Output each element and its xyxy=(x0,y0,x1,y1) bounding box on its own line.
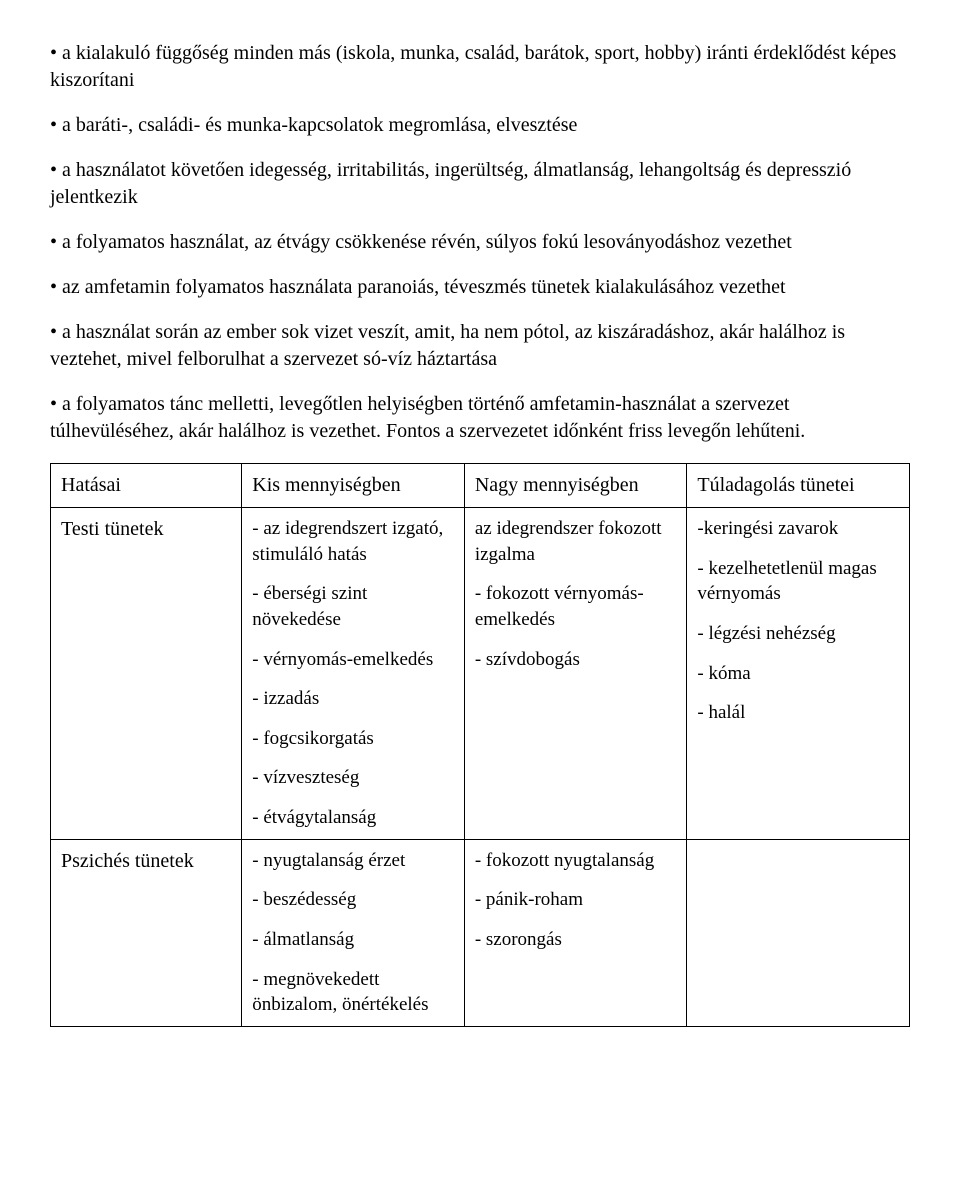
bullet-mark: • xyxy=(50,114,62,136)
bullet-mark: • xyxy=(50,159,62,181)
header-cell-kis: Kis mennyiségben xyxy=(242,464,465,508)
header-cell-hatasai: Hatásai xyxy=(51,464,242,508)
row-label-testi: Testi tünetek xyxy=(51,508,242,840)
bullet-item: • a kialakuló függőség minden más (iskol… xyxy=(50,40,910,94)
cell-testi-kis: - az idegrendszert izgató, stimuláló hat… xyxy=(242,508,465,840)
cell-item: - nyugtalanság érzet xyxy=(252,848,454,874)
bullet-text: a használatot követően idegesség, irrita… xyxy=(50,159,851,208)
cell-item: - kóma xyxy=(697,661,899,687)
bullet-text: a baráti-, családi- és munka-kapcsolatok… xyxy=(62,114,577,136)
effects-table: Hatásai Kis mennyiségben Nagy mennyiségb… xyxy=(50,463,910,1027)
cell-item: - izzadás xyxy=(252,686,454,712)
cell-item: - halál xyxy=(697,700,899,726)
cell-pszich-nagy: - fokozott nyugtalanság - pánik-roham - … xyxy=(464,839,687,1026)
cell-item: - éberségi szint növekedése xyxy=(252,581,454,632)
bullet-list: • a kialakuló függőség minden más (iskol… xyxy=(50,40,910,445)
cell-testi-tuladagolas: -keringési zavarok - kezelhetetlenül mag… xyxy=(687,508,910,840)
bullet-mark: • xyxy=(50,231,62,253)
bullet-text: a folyamatos tánc melletti, levegőtlen h… xyxy=(50,393,805,442)
cell-item: - álmatlanság xyxy=(252,927,454,953)
cell-item: - vízveszteség xyxy=(252,765,454,791)
cell-item: - kezelhetetlenül magas vérnyomás xyxy=(697,556,899,607)
bullet-item: • a baráti-, családi- és munka-kapcsolat… xyxy=(50,112,910,139)
bullet-item: • a folyamatos tánc melletti, levegőtlen… xyxy=(50,391,910,445)
bullet-item: • a használatot követően idegesség, irri… xyxy=(50,157,910,211)
cell-item: - fokozott nyugtalanság xyxy=(475,848,677,874)
cell-item: az idegrendszer fokozott izgalma xyxy=(475,516,677,567)
cell-item: - légzési nehézség xyxy=(697,621,899,647)
bullet-mark: • xyxy=(50,276,62,298)
bullet-mark: • xyxy=(50,393,62,415)
header-cell-tuladagolas: Túladagolás tünetei xyxy=(687,464,910,508)
cell-item: - szívdobogás xyxy=(475,647,677,673)
cell-pszich-tuladagolas xyxy=(687,839,910,1026)
table-header-row: Hatásai Kis mennyiségben Nagy mennyiségb… xyxy=(51,464,910,508)
header-cell-nagy: Nagy mennyiségben xyxy=(464,464,687,508)
cell-item: - az idegrendszert izgató, stimuláló hat… xyxy=(252,516,454,567)
cell-item: - beszédesség xyxy=(252,887,454,913)
cell-item: - szorongás xyxy=(475,927,677,953)
cell-item: -keringési zavarok xyxy=(697,516,899,542)
table-row: Testi tünetek - az idegrendszert izgató,… xyxy=(51,508,910,840)
table-row: Pszichés tünetek - nyugtalanság érzet - … xyxy=(51,839,910,1026)
row-label-pszich: Pszichés tünetek xyxy=(51,839,242,1026)
bullet-item: • a használat során az ember sok vizet v… xyxy=(50,319,910,373)
cell-item: - fogcsikorgatás xyxy=(252,726,454,752)
cell-testi-nagy: az idegrendszer fokozott izgalma - fokoz… xyxy=(464,508,687,840)
cell-item: - megnövekedett önbizalom, önértékelés xyxy=(252,967,454,1018)
bullet-mark: • xyxy=(50,321,62,343)
cell-item: - fokozott vérnyomás-emelkedés xyxy=(475,581,677,632)
bullet-text: a folyamatos használat, az étvágy csökke… xyxy=(62,231,792,253)
bullet-mark: • xyxy=(50,42,62,64)
bullet-text: az amfetamin folyamatos használata paran… xyxy=(62,276,786,298)
cell-item: - étvágytalanság xyxy=(252,805,454,831)
cell-pszich-kis: - nyugtalanság érzet - beszédesség - álm… xyxy=(242,839,465,1026)
cell-item: - pánik-roham xyxy=(475,887,677,913)
bullet-item: • az amfetamin folyamatos használata par… xyxy=(50,274,910,301)
bullet-text: a kialakuló függőség minden más (iskola,… xyxy=(50,42,896,91)
bullet-text: a használat során az ember sok vizet ves… xyxy=(50,321,845,370)
cell-item: - vérnyomás-emelkedés xyxy=(252,647,454,673)
bullet-item: • a folyamatos használat, az étvágy csök… xyxy=(50,229,910,256)
